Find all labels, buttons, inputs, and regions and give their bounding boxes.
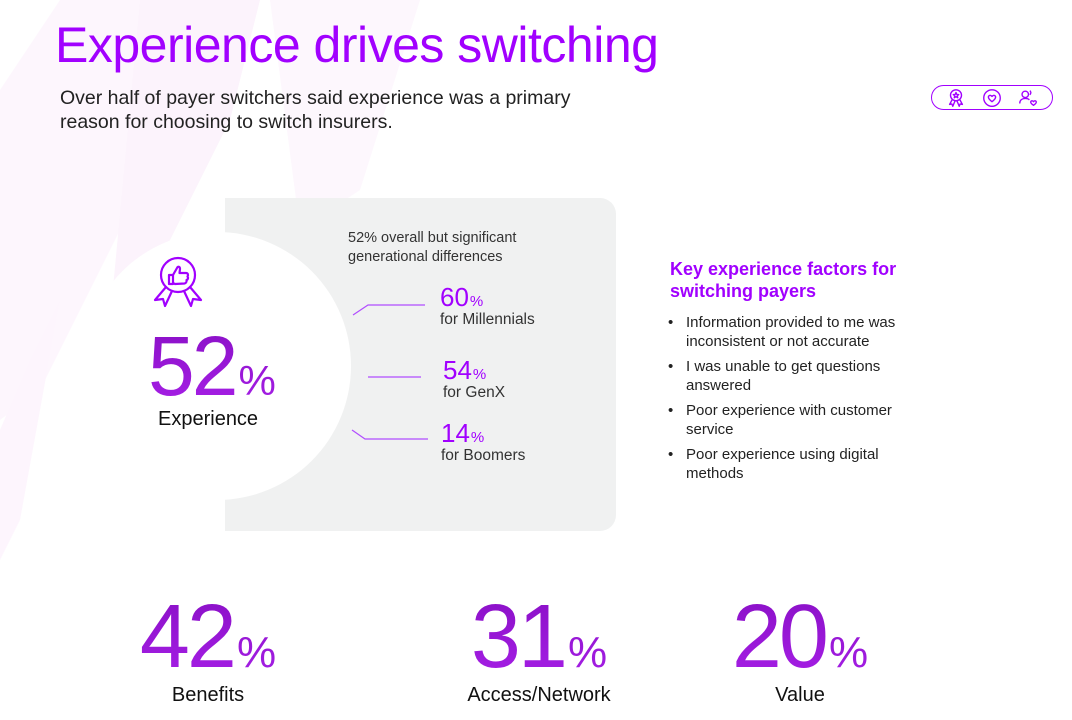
- award-star-icon: [945, 87, 967, 109]
- experience-stat-label: Experience: [158, 408, 259, 430]
- highlight-circle: [83, 232, 351, 500]
- category-icon-pill: [931, 85, 1053, 110]
- factors-heading: Key experience factors for switching pay…: [670, 259, 897, 301]
- generation-boomers: 14% for Boomers: [441, 418, 526, 464]
- access-network-stat-value: 31%: [470, 587, 608, 687]
- page-subtitle: Over half of payer switchers said experi…: [60, 87, 571, 133]
- page-title: Experience drives switching: [55, 17, 659, 73]
- value-stat-value: 20%: [731, 587, 869, 687]
- experience-stat-value: 52%: [148, 319, 276, 413]
- generation-genx: 54% for GenX: [443, 355, 506, 401]
- value-stat-label: Value: [775, 684, 825, 706]
- heart-circle-icon: [981, 87, 1003, 109]
- generation-millennials: 60% for Millennials: [440, 282, 535, 328]
- benefits-stat-value: 42%: [139, 587, 277, 687]
- factor-item: • Information provided to me was inconsis…: [668, 314, 896, 350]
- value-stat: 20% Value: [710, 592, 890, 707]
- generational-intro: 52% overall but significant generational…: [348, 230, 517, 265]
- factor-item: • I was unable to get questions answered: [668, 358, 881, 394]
- factor-item: • Poor experience with customer service: [668, 402, 892, 438]
- person-heart-icon: [1017, 87, 1039, 109]
- award-thumbs-up-icon: [153, 256, 203, 308]
- access-network-stat: 31% Access/Network: [449, 592, 629, 707]
- access-network-stat-label: Access/Network: [467, 684, 611, 706]
- factor-item: • Poor experience using digital methods: [668, 446, 879, 482]
- factors-list: • Information provided to me was inconsis…: [666, 313, 906, 489]
- benefits-stat: 42% Benefits: [118, 592, 298, 707]
- benefits-stat-label: Benefits: [171, 684, 245, 706]
